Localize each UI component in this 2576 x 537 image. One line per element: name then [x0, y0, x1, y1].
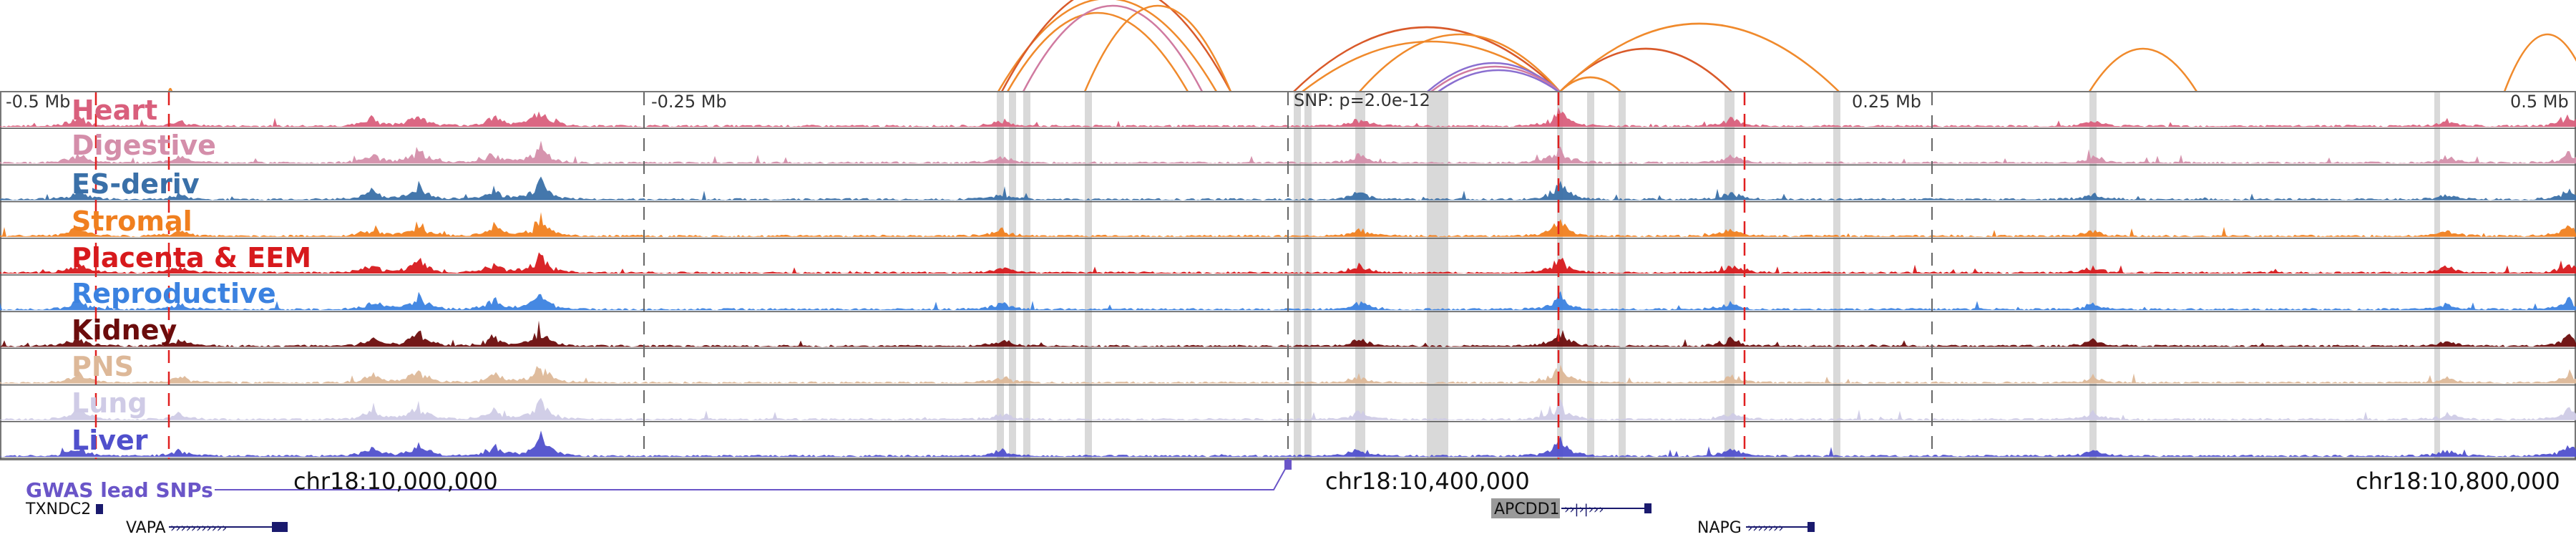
highlight-band [1023, 92, 1030, 459]
chromatin-loop-arc [1359, 33, 1561, 92]
highlight-band [1294, 92, 1301, 459]
highlight-band [1085, 92, 1092, 459]
track-label-reproductive: Reproductive [72, 278, 276, 309]
gene-label-highlight [1491, 498, 1560, 518]
track-label-heart: Heart [72, 95, 157, 126]
highlight-band [1009, 92, 1016, 459]
coordinate-label: chr18:10,400,000 [1325, 468, 1530, 495]
chromatin-loop-arc [2503, 34, 2576, 92]
chromatin-loop-arc [1559, 76, 1621, 92]
gene-strand-arrows: ››››››››››› [170, 521, 227, 536]
track-label-pns: PNS [72, 351, 134, 382]
track-label-es-deriv: ES-deriv [72, 168, 200, 200]
gene-napg: NAPG ››››››› [1697, 519, 1815, 537]
track-label-lung: Lung [72, 387, 147, 419]
chromatin-loop-arcs [167, 0, 2576, 93]
gene-label: NAPG [1697, 519, 1742, 537]
gene-apcdd1: APCDD1 ››|›|››› [1491, 498, 1652, 518]
highlight-band [1304, 92, 1312, 459]
axis-tick-label: 0.25 Mb [1852, 92, 1921, 112]
chromatin-loop-arc [1000, 0, 1232, 92]
coordinate-labels: chr18:10,000,000 chr18:10,400,000 chr18:… [293, 468, 2560, 495]
axis-tick-label: -0.25 Mb [651, 92, 727, 112]
highlight-band [1427, 92, 1448, 459]
highlight-band [1724, 92, 1735, 459]
chromatin-loop-arc [1302, 40, 1561, 92]
highlight-bands [997, 92, 2440, 459]
track-label-kidney: Kidney [72, 314, 177, 346]
chromatin-loop-arc [2088, 47, 2198, 92]
coordinate-label: chr18:10,000,000 [293, 468, 498, 495]
gwas-track-label: GWAS lead SNPs [26, 478, 213, 502]
highlight-band [997, 92, 1004, 459]
track-label-digestive: Digestive [72, 130, 216, 161]
chromatin-loop-arc [1293, 26, 1561, 92]
chromatin-loop-arc [1022, 4, 1204, 92]
chromatin-loop-arc [1438, 69, 1559, 93]
highlight-band [1619, 92, 1626, 459]
track-labels: Heart Digestive ES-deriv Stromal Placent… [72, 95, 311, 456]
coordinate-label: chr18:10,800,000 [2356, 468, 2560, 495]
axis-tick-label: 0.5 Mb [2510, 92, 2569, 112]
chromatin-loop-arc [1427, 62, 1561, 92]
chromatin-loop-arc [1430, 65, 1561, 92]
gene-track: TXNDC2 VAPA ››››››››››› APCDD1 ››|›|››› … [25, 498, 1815, 537]
snp-annotation: SNP: p=2.0e-12 [1294, 90, 1430, 110]
axis: -0.5 Mb -0.25 Mb 0.25 Mb 0.5 Mb SNP: p=2… [6, 90, 2569, 112]
gene-exon [96, 504, 103, 514]
gene-exon [1807, 522, 1815, 532]
gene-txndc2: TXNDC2 [25, 500, 103, 518]
track-label-liver: Liver [72, 425, 148, 456]
gene-strand-arrows: ››››››› [1747, 521, 1783, 536]
gwas-snp-marker [1284, 460, 1292, 470]
axis-tick-label: -0.5 Mb [6, 92, 70, 112]
gene-label: VAPA [126, 519, 166, 537]
highlight-band [1557, 92, 1563, 459]
gene-vapa: VAPA ››››››››››› [126, 519, 288, 537]
chromatin-loop-arc [1559, 22, 1840, 92]
gene-label: APCDD1 [1494, 500, 1560, 518]
gene-label: TXNDC2 [25, 500, 91, 518]
chromatin-loop-arc [167, 87, 173, 92]
gene-exon [1644, 503, 1652, 513]
chromatin-loop-arc [1559, 47, 1732, 92]
highlight-band [2434, 92, 2440, 459]
track-label-placenta-eem: Placenta & EEM [72, 242, 311, 274]
track-label-stromal: Stromal [72, 205, 192, 237]
highlight-band [1833, 92, 1840, 459]
gwas-track: GWAS lead SNPs [26, 458, 1292, 502]
chromatin-loop-arc [1083, 5, 1232, 92]
gene-exon [272, 522, 288, 532]
marker-lines [94, 92, 1933, 459]
highlight-band [2089, 92, 2097, 459]
highlight-band [1355, 92, 1365, 459]
gene-strand-arrows: ››|›|››› [1564, 502, 1604, 517]
chromatin-loop-arc [1006, 11, 1189, 92]
highlight-band [1587, 92, 1594, 459]
